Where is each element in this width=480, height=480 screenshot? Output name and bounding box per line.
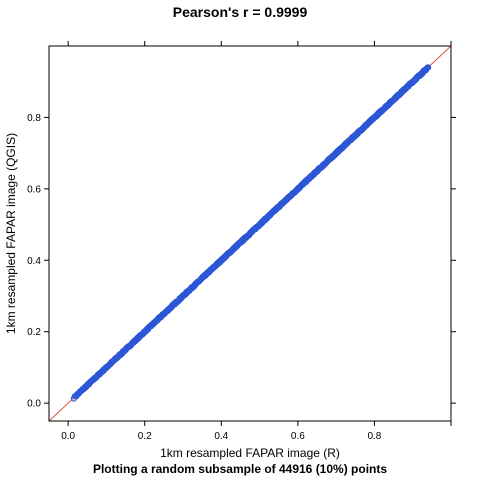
y-axis-ticks: 0.0 0.2 0.4 0.6 0.8: [27, 113, 456, 410]
x-tick-label: 0.6: [291, 431, 305, 442]
x-tick-label: 0.8: [367, 431, 381, 442]
y-tick-label: 0.0: [27, 399, 41, 410]
plot-frame: [48, 45, 452, 422]
y-tick-label: 0.4: [27, 256, 41, 267]
x-tick-label: 0.0: [61, 431, 75, 442]
chart-title: Pearson's r = 0.9999: [173, 4, 308, 20]
plot-area: [49, 46, 451, 421]
x-axis-label: 1km resampled FAPAR image (R): [160, 446, 340, 460]
y-tick-label: 0.2: [27, 327, 41, 338]
y-axis-label: 1km resampled FAPAR image (QGIS): [4, 133, 18, 334]
y-tick-label: 0.8: [27, 113, 41, 124]
x-axis-ticks: 0.0 0.2 0.4 0.6 0.8: [61, 41, 452, 442]
x-tick-label: 0.4: [214, 431, 228, 442]
y-tick-label: 0.6: [27, 184, 41, 195]
chart-footnote: Plotting a random subsample of 44916 (10…: [93, 462, 387, 476]
x-tick-label: 0.2: [138, 431, 152, 442]
data-point: [424, 64, 432, 71]
